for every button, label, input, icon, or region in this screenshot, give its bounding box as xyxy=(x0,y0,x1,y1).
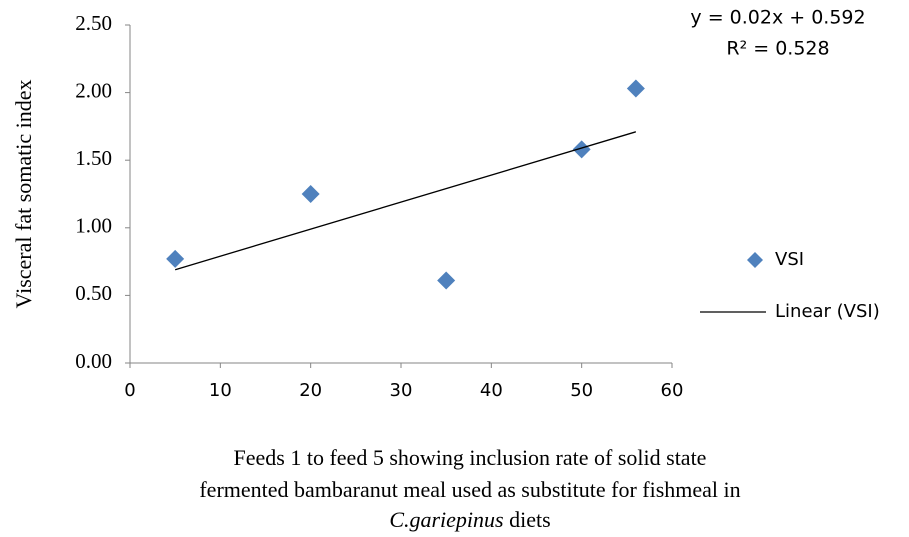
y-axis-title: Visceral fat somatic index xyxy=(11,80,36,309)
y-tick-label: 1.50 xyxy=(75,146,112,170)
x-axis-title: Feeds 1 to feed 5 showing inclusion rate… xyxy=(234,445,707,470)
x-tick-label: 10 xyxy=(209,380,232,401)
x-tick-label: 20 xyxy=(299,380,322,401)
legend-marker xyxy=(747,252,763,268)
trend-equation: y = 0.02x + 0.592 xyxy=(690,7,865,29)
point xyxy=(166,249,185,268)
x-tick-label: 60 xyxy=(661,380,684,401)
y-tick-label: 2.00 xyxy=(75,78,112,102)
x-tick-label: 0 xyxy=(124,380,135,401)
x-axis-title: fermented bambaranut meal used as substi… xyxy=(199,477,740,502)
x-tick-label: 30 xyxy=(390,380,413,401)
legend-label: VSI xyxy=(775,249,804,270)
trendline xyxy=(174,131,637,271)
point xyxy=(301,185,320,203)
y-tick-label: 1.00 xyxy=(75,214,112,238)
x-axis-title-italic: C.gariepinus xyxy=(389,507,503,532)
r-squared: R² = 0.528 xyxy=(726,38,829,60)
y-tick-label: 0.50 xyxy=(75,281,112,305)
point xyxy=(437,271,456,290)
x-axis-title-tail: diets xyxy=(504,507,551,532)
point xyxy=(626,79,645,98)
x-axis-title: C.gariepinus diets xyxy=(389,507,550,532)
x-tick-label: 50 xyxy=(570,380,593,401)
x-tick-label: 40 xyxy=(480,380,503,401)
point xyxy=(572,140,591,159)
y-tick-label: 0.00 xyxy=(75,349,112,373)
y-tick-label: 2.50 xyxy=(75,11,112,35)
legend-label: Linear (VSI) xyxy=(775,301,880,322)
